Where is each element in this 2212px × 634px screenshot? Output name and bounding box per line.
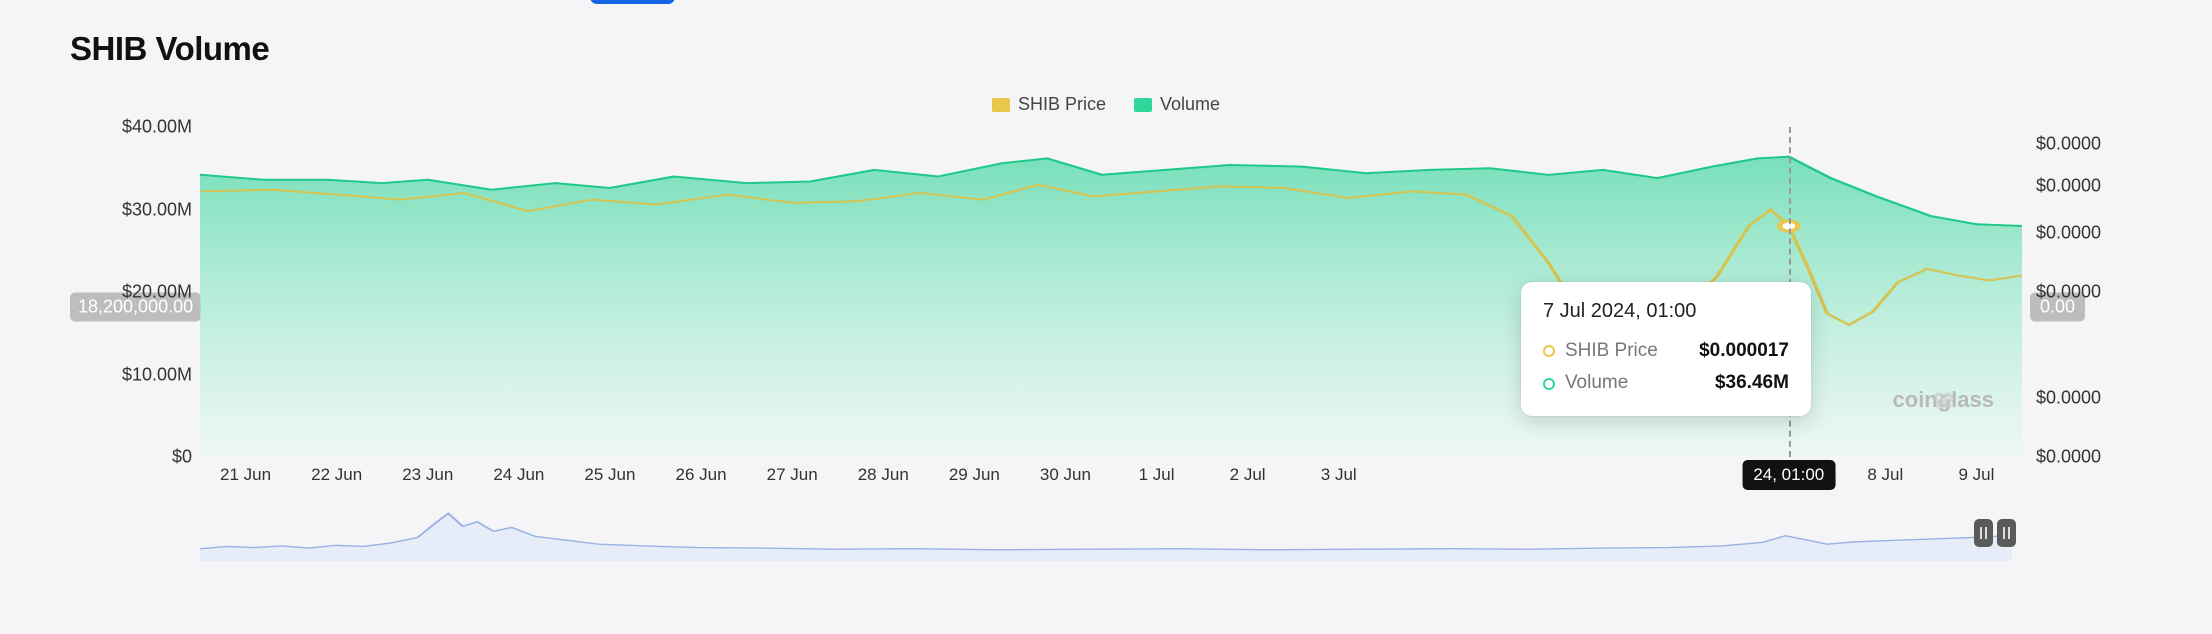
legend-label-price: SHIB Price [1018, 94, 1106, 115]
x-tick: 22 Jun [311, 465, 362, 485]
x-tick: 29 Jun [949, 465, 1000, 485]
x-tick: 26 Jun [676, 465, 727, 485]
x-tick: 3 Jul [1321, 465, 1357, 485]
legend-item-volume[interactable]: Volume [1134, 94, 1220, 115]
x-tick: 8 Jul [1867, 465, 1903, 485]
navigator-svg [200, 505, 2012, 561]
x-tick: 24 Jun [493, 465, 544, 485]
timestamp-badge: 24, 01:00 [1742, 460, 1835, 490]
y-left-tick: $30.00M [122, 199, 192, 220]
active-tab-pill[interactable] [590, 0, 675, 4]
legend-swatch-price [992, 98, 1010, 112]
legend-item-price[interactable]: SHIB Price [992, 94, 1106, 115]
y-right-tick: $0.0000 [2036, 133, 2101, 154]
y-axis-right: 0.00 $0.0000$0.0000$0.0000$0.0000$0.0000… [2022, 127, 2142, 457]
navigator-handle-right[interactable] [1997, 519, 2016, 547]
x-tick: 21 Jun [220, 465, 271, 485]
x-tick: 25 Jun [584, 465, 635, 485]
tooltip-date: 7 Jul 2024, 01:00 [1543, 300, 1789, 323]
legend-swatch-volume [1134, 98, 1152, 112]
x-tick: 9 Jul [1958, 465, 1994, 485]
chart-area[interactable]: 18,200,000.00 $40.00M$30.00M$20.00M$10.0… [70, 127, 2142, 457]
x-tick: 27 Jun [767, 465, 818, 485]
y-right-tick: $0.0000 [2036, 282, 2101, 303]
y-right-tick: $0.0000 [2036, 222, 2101, 243]
y-right-tick: $0.0000 [2036, 447, 2101, 468]
navigator[interactable] [200, 505, 2012, 561]
x-tick: 28 Jun [858, 465, 909, 485]
tooltip-row: SHIB Price$0.000017 [1543, 335, 1789, 367]
legend: SHIB Price Volume [70, 94, 2142, 115]
y-left-tick: $40.00M [122, 117, 192, 138]
y-axis-left: 18,200,000.00 $40.00M$30.00M$20.00M$10.0… [70, 127, 200, 457]
navigator-handle-left[interactable] [1974, 519, 1993, 547]
x-tick: 30 Jun [1040, 465, 1091, 485]
x-tick: 23 Jun [402, 465, 453, 485]
x-tick: 2 Jul [1230, 465, 1266, 485]
y-left-tick: $20.00M [122, 282, 192, 303]
chart-plot[interactable]: coinglass 7 Jul 2024, 01:00 SHIB Price$0… [200, 127, 2022, 457]
x-tick: 1 Jul [1139, 465, 1175, 485]
legend-label-volume: Volume [1160, 94, 1220, 115]
chart-title: SHIB Volume [70, 30, 2142, 68]
y-left-tick: $0 [172, 447, 192, 468]
watermark: coinglass [1893, 387, 1994, 413]
watermark-icon [1893, 387, 1994, 413]
x-axis: 24, 01:00 21 Jun 22 Jun 23 Jun 24 Jun 25 Jun… [200, 457, 2022, 491]
y-right-tick: $0.0000 [2036, 176, 2101, 197]
chart-tooltip: 7 Jul 2024, 01:00 SHIB Price$0.000017Vol… [1521, 282, 1811, 416]
tooltip-row: Volume$36.46M [1543, 367, 1789, 399]
y-left-tick: $10.00M [122, 364, 192, 385]
y-right-tick: $0.0000 [2036, 387, 2101, 408]
